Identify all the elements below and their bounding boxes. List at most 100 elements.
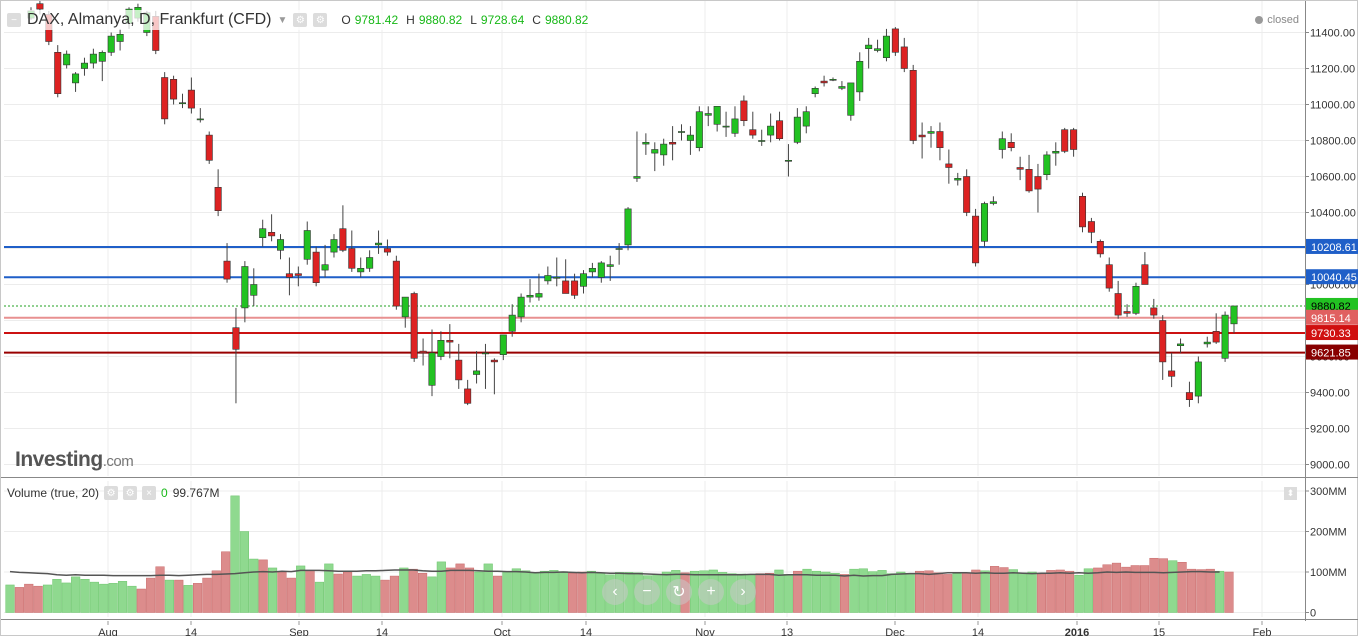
- volume-bar: [586, 570, 596, 613]
- volume-bar: [108, 583, 118, 613]
- zoom-in-icon[interactable]: +: [698, 579, 724, 605]
- gear-icon[interactable]: ⚙: [123, 486, 138, 500]
- candle-up: [642, 142, 650, 145]
- volume-bar: [24, 583, 34, 613]
- candle-down: [419, 350, 427, 354]
- candle-down: [909, 70, 917, 141]
- candle-down: [1150, 307, 1158, 316]
- candle-up: [553, 276, 561, 279]
- chevron-right-icon[interactable]: ›: [730, 579, 756, 605]
- settings-icon[interactable]: ⚙: [293, 13, 308, 27]
- gear-icon[interactable]: ⚙: [313, 13, 328, 27]
- x-tick-label: Nov: [695, 627, 715, 636]
- volume-bar: [1186, 568, 1197, 613]
- volume-bar: [783, 574, 793, 613]
- candle-down: [348, 248, 356, 269]
- volume-bar: [258, 559, 268, 613]
- instrument-title[interactable]: DAX, Almanya, D, Frankfurt (CFD): [27, 11, 272, 28]
- candle-down: [36, 3, 44, 10]
- candle-down: [945, 163, 953, 168]
- candle-down: [268, 232, 276, 237]
- candle-down: [1212, 330, 1220, 343]
- volume-bar: [474, 571, 484, 613]
- candle-up: [713, 106, 721, 125]
- status-dot-icon: [1255, 16, 1264, 24]
- volume-bar: [99, 583, 109, 613]
- candle-down: [1061, 129, 1069, 152]
- candle-up: [579, 273, 587, 287]
- candle-up: [767, 125, 775, 136]
- candle-up: [303, 230, 311, 260]
- candle-up: [633, 176, 641, 179]
- volume-bar: [14, 587, 24, 613]
- level-price-tag: [1306, 344, 1358, 360]
- panel-collapse-icon[interactable]: ⬍: [1284, 487, 1297, 500]
- chevron-left-icon[interactable]: ‹: [602, 579, 628, 605]
- candle-down: [54, 51, 62, 95]
- low-label: L: [470, 13, 477, 27]
- volume-bar: [1158, 558, 1168, 613]
- candle-up: [250, 284, 258, 296]
- volume-bar: [511, 568, 521, 613]
- x-tick-label: 14: [972, 627, 984, 636]
- candle-down: [464, 388, 472, 404]
- volume-bar: [521, 570, 531, 613]
- x-tick-label: Oct: [493, 627, 510, 636]
- candle-down: [562, 280, 570, 294]
- volume-bar: [1177, 562, 1187, 613]
- volume-bar: [961, 572, 972, 613]
- chevron-down-icon[interactable]: ▼: [277, 14, 288, 26]
- volume-bar: [914, 570, 925, 613]
- y-tick-label: 11400.00: [1310, 28, 1355, 40]
- candle-up: [72, 73, 80, 84]
- volume-bar: [896, 571, 906, 613]
- candle-down: [900, 46, 908, 69]
- candle-down: [312, 251, 320, 284]
- volume-bar: [483, 563, 493, 613]
- candle-down: [891, 28, 899, 53]
- level-price-label: 10040.45: [1311, 272, 1357, 284]
- candle-up: [1230, 305, 1238, 325]
- level-price-tag: [1306, 309, 1358, 325]
- x-tick-label: Sep: [289, 627, 309, 636]
- level-price-tag: [1306, 297, 1358, 313]
- candle-up: [401, 296, 409, 318]
- settings-icon[interactable]: ⚙: [104, 486, 119, 500]
- candle-down: [214, 187, 222, 212]
- candle-down: [1114, 293, 1122, 316]
- candle-up: [615, 248, 623, 250]
- candle-down: [1141, 264, 1149, 285]
- zoom-out-icon[interactable]: −: [634, 579, 660, 605]
- volume-y-tick-label: 100MM: [1310, 567, 1347, 579]
- volume-bar: [436, 561, 446, 613]
- chart-header: − DAX, Almanya, D, Frankfurt (CFD) ▼ ⚙ ⚙…: [7, 10, 593, 30]
- status-text: closed: [1267, 14, 1299, 26]
- volume-bar: [277, 571, 287, 613]
- volume-bar: [858, 568, 868, 613]
- volume-bar: [52, 579, 62, 613]
- volume-bar: [324, 563, 334, 613]
- candle-down: [1159, 320, 1167, 363]
- candle-down: [972, 215, 980, 264]
- reset-icon[interactable]: ↻: [666, 579, 692, 605]
- candle-down: [776, 120, 784, 139]
- x-tick-label: Dec: [885, 627, 905, 636]
- collapse-icon[interactable]: −: [7, 13, 21, 27]
- candle-up: [704, 113, 712, 116]
- close-icon[interactable]: ×: [142, 486, 157, 500]
- open-value: 9781.42: [354, 13, 399, 27]
- candle-down: [285, 273, 293, 278]
- candle-up: [695, 111, 703, 148]
- level-price-tag: [1306, 325, 1358, 341]
- volume-bar: [839, 574, 850, 613]
- level-price-label: 10208.61: [1311, 242, 1357, 254]
- candle-up: [731, 118, 739, 134]
- candle-up: [758, 140, 766, 142]
- candle-down: [1105, 264, 1113, 289]
- volume-label[interactable]: Volume (true, 20): [7, 486, 100, 500]
- volume-bar: [764, 572, 775, 613]
- close-label: C: [532, 13, 541, 27]
- volume-bar: [830, 572, 840, 613]
- logo-domain: .com: [102, 453, 134, 470]
- volume-bar: [493, 575, 503, 613]
